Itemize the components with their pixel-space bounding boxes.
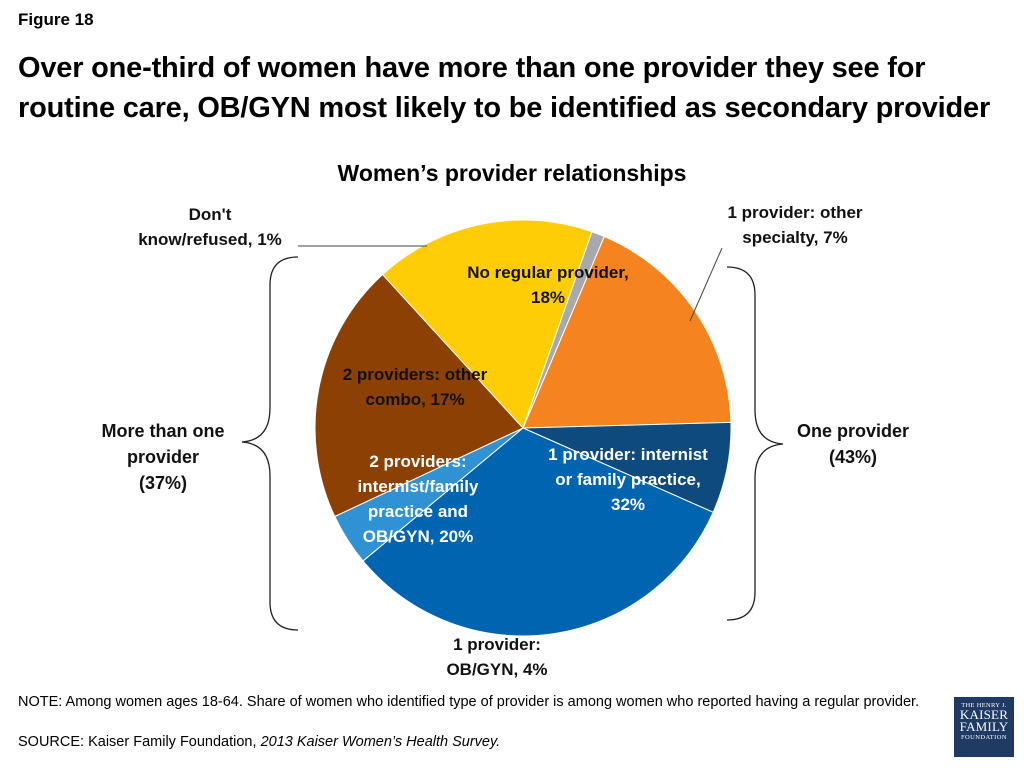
slice-label-dont-know: Don't know/refused, 1%	[138, 205, 282, 249]
kff-logo: THE HENRY J. KAISER FAMILY FOUNDATION	[954, 697, 1014, 757]
pie-slice-internist-family	[362, 427, 714, 637]
page-title: Over one-third of women have more than o…	[18, 52, 991, 124]
slice-label-internist-obgyn: 2 providers: internist/family practice and…	[358, 452, 479, 546]
slice-label-other-specialty: 1 provider: other specialty, 7%	[727, 203, 862, 247]
logo-line-4: FOUNDATION	[961, 734, 1007, 741]
slice-label-internist-family: 1 provider: internist or family practice,…	[548, 445, 708, 514]
source-text: SOURCE: Kaiser Family Foundation, 2013 K…	[18, 734, 500, 750]
logo-line-3: FAMILY	[959, 719, 1009, 734]
pie-slices	[314, 219, 732, 637]
group-label-left: More than one provider (37%)	[101, 421, 224, 493]
chart-title: Women’s provider relationships	[337, 160, 687, 186]
logo-line-2: KAISER	[959, 707, 1009, 722]
note-text: NOTE: Among women ages 18-64. Share of w…	[18, 694, 920, 710]
slice-label-no-regular: No regular provider, 18%	[467, 263, 629, 307]
slice-label-obgyn: 1 provider: OB/GYN, 4%	[446, 635, 547, 679]
source-title: 2013 Kaiser Women’s Health Survey.	[260, 734, 501, 750]
source-prefix: SOURCE: Kaiser Family Foundation,	[18, 734, 261, 750]
slice-labels: No regular provider, 18% 1 provider: other…	[101, 203, 909, 679]
leader-lines	[298, 245, 723, 322]
pie-slice-other-combo	[381, 219, 593, 429]
leader-line-other-specialty	[689, 247, 723, 322]
logo-line-1: THE HENRY J.	[961, 702, 1007, 709]
pie-slice-dont-know	[522, 231, 605, 429]
brace-more-than-one	[241, 256, 299, 631]
brace-one-provider	[726, 266, 784, 621]
figure-label: Figure 18	[18, 10, 94, 29]
pie-chart: No regular provider, 18% 1 provider: other…	[101, 203, 909, 679]
group-label-right: One provider (43%)	[797, 421, 909, 467]
pie-slice-internist-obgyn	[314, 273, 524, 518]
group-braces	[241, 256, 784, 631]
slice-label-other-combo: 2 providers: other combo, 17%	[343, 365, 488, 409]
